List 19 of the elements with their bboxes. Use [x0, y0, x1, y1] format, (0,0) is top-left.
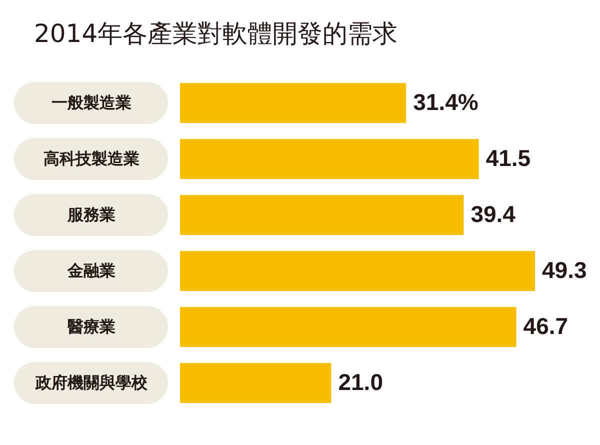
y-tick-label: 高科技製造業	[44, 149, 140, 168]
y-tick-label: 一般製造業	[52, 93, 132, 112]
y-tick-label: 服務業	[66, 205, 116, 224]
bar	[180, 139, 479, 179]
data-label: 21.0	[338, 369, 383, 395]
y-tick-label: 政府機關與學校	[34, 373, 148, 392]
chart-title: 2014年各產業對軟體開發的需求	[34, 19, 398, 48]
data-label: 31.4%	[413, 89, 478, 115]
bar	[180, 363, 332, 403]
data-label: 46.7	[523, 313, 568, 339]
data-label: 41.5	[486, 145, 531, 171]
bar	[180, 251, 535, 291]
bar	[180, 307, 516, 347]
data-label: 49.3	[542, 257, 587, 283]
bar	[180, 83, 406, 123]
y-tick-label: 醫療業	[68, 317, 116, 336]
bar	[180, 195, 464, 235]
y-tick-label: 金融業	[66, 261, 116, 280]
data-label: 39.4	[470, 201, 516, 227]
